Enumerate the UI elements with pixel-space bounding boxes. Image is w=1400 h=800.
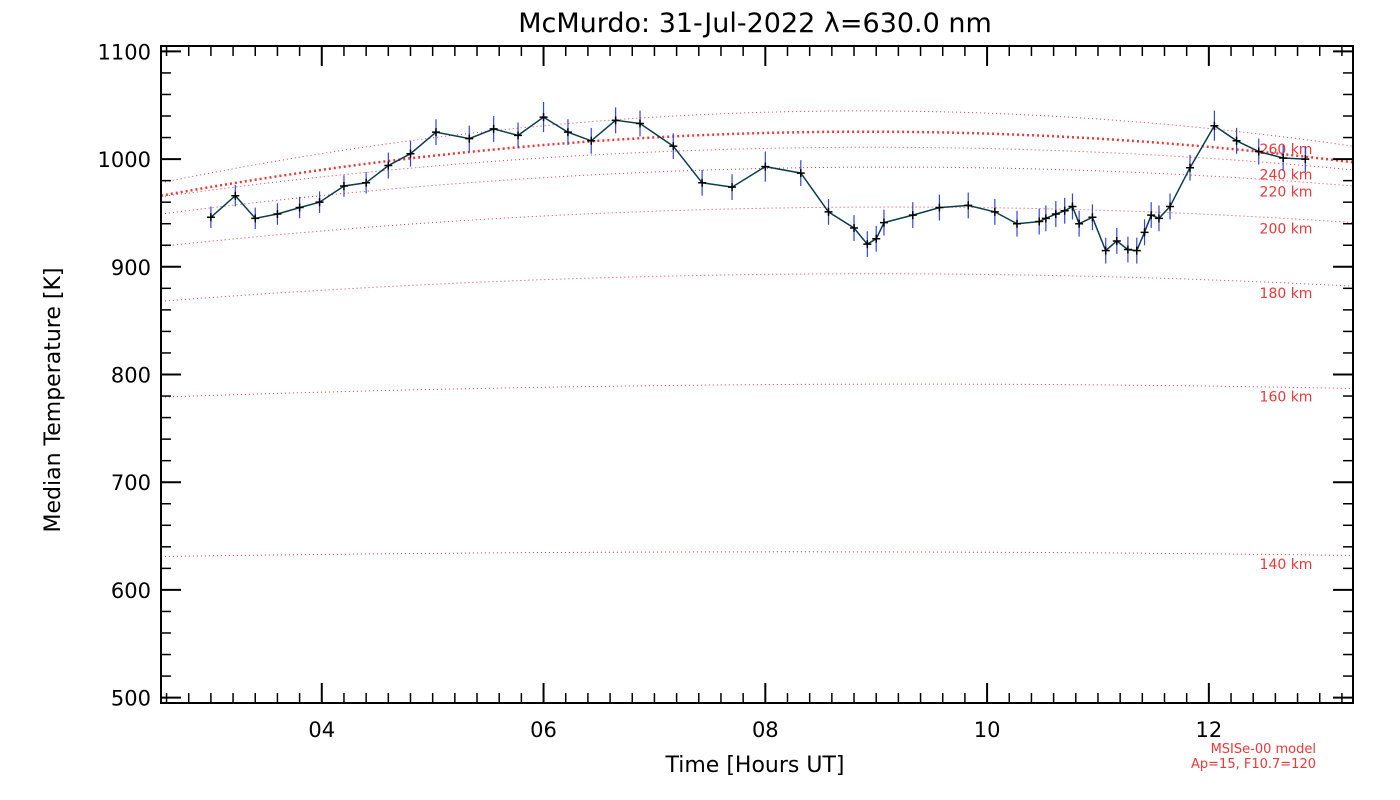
data-point — [315, 198, 324, 207]
x-tick-label: 08 — [752, 718, 779, 742]
data-point — [465, 134, 474, 143]
y-tick-label: 600 — [111, 579, 151, 603]
data-point — [1132, 246, 1141, 255]
data-point — [431, 128, 440, 137]
model-mean-curve — [160, 130, 1354, 197]
data-point — [1123, 245, 1132, 254]
data-point — [1301, 155, 1310, 164]
data-point — [339, 182, 348, 191]
data-point — [563, 128, 572, 137]
data-point — [1154, 214, 1163, 223]
x-tick-label: 04 — [308, 718, 335, 742]
data-point — [872, 234, 881, 243]
data-point — [1279, 154, 1288, 163]
model-curve-3 — [160, 206, 1354, 247]
data-point — [611, 116, 620, 125]
model-label-4: 220 km — [1260, 184, 1313, 200]
model-label-1: 160 km — [1260, 390, 1313, 406]
model-curve-6 — [160, 110, 1354, 184]
y-tick-label: 800 — [111, 364, 151, 388]
model-label-6: 260 km — [1260, 142, 1313, 158]
model-curve-1 — [160, 383, 1354, 398]
data-point — [489, 124, 498, 133]
chart-title: McMurdo: 31-Jul-2022 λ=630.0 nm — [518, 8, 992, 39]
y-tick-label: 500 — [111, 687, 151, 711]
model-curve-4 — [160, 166, 1354, 215]
data-point — [1166, 202, 1175, 211]
y-tick-label: 1100 — [98, 40, 151, 64]
data-point — [406, 149, 415, 158]
data-point — [231, 191, 240, 200]
data-point — [539, 113, 548, 122]
data-point — [1147, 211, 1156, 220]
data-point — [362, 178, 371, 187]
data-point — [1254, 147, 1263, 156]
data-point — [850, 224, 859, 233]
data-point — [879, 218, 888, 227]
data-point — [1101, 246, 1110, 255]
data-point — [990, 207, 999, 216]
x-tick-label: 10 — [974, 718, 1001, 742]
model-label-3: 200 km — [1260, 222, 1313, 238]
data-point — [636, 119, 645, 128]
model-curve-5 — [160, 146, 1354, 198]
data-point — [251, 214, 260, 223]
data-point — [1060, 206, 1069, 215]
data-point — [514, 131, 523, 140]
plot-frame — [160, 45, 1354, 704]
data-point — [1068, 202, 1077, 211]
data-point — [796, 169, 805, 178]
model-label-5: 240 km — [1260, 168, 1313, 184]
data-point — [1140, 228, 1149, 237]
y-tick-label: 700 — [111, 471, 151, 495]
model-curve-0 — [160, 551, 1354, 557]
model-params-note: Ap=15, F10.7=120 — [1191, 757, 1316, 772]
data-point — [1013, 219, 1022, 228]
x-tick-label: 06 — [530, 718, 557, 742]
data-point — [863, 240, 872, 249]
data-point — [384, 161, 393, 170]
data-point — [964, 201, 973, 210]
data-point — [1210, 121, 1219, 130]
data-point — [669, 142, 678, 151]
data-point — [1075, 219, 1084, 228]
model-label-2: 180 km — [1260, 286, 1313, 302]
x-tick-label: 12 — [1195, 718, 1222, 742]
x-axis-label: Time [Hours UT] — [665, 753, 845, 778]
data-point — [1088, 213, 1097, 222]
data-point — [824, 207, 833, 216]
data-point — [935, 203, 944, 212]
data-series — [206, 102, 1310, 264]
data-point — [1232, 136, 1241, 145]
y-tick-label: 900 — [111, 256, 151, 280]
data-point — [273, 210, 282, 219]
y-tick-label: 1000 — [98, 148, 151, 172]
data-point — [1186, 163, 1194, 172]
data-point — [1112, 236, 1121, 245]
data-point — [908, 211, 917, 220]
data-line — [210, 116, 1306, 252]
data-point — [587, 136, 596, 145]
data-point — [761, 162, 770, 171]
data-point — [295, 203, 304, 212]
y-axis-label: Median Temperature [K] — [41, 268, 66, 533]
model-note: MSISe-00 model — [1211, 742, 1316, 757]
data-point — [1041, 214, 1050, 223]
data-point — [1051, 210, 1060, 219]
axes: 04 06 08 10 12 500 600 700 800 900 1000 1100 — [98, 40, 1353, 742]
data-point — [698, 178, 707, 187]
model-label-0: 140 km — [1260, 557, 1313, 573]
model-curve-2 — [160, 273, 1354, 302]
data-point — [1035, 217, 1044, 226]
data-point — [728, 183, 737, 192]
data-point — [206, 213, 215, 222]
